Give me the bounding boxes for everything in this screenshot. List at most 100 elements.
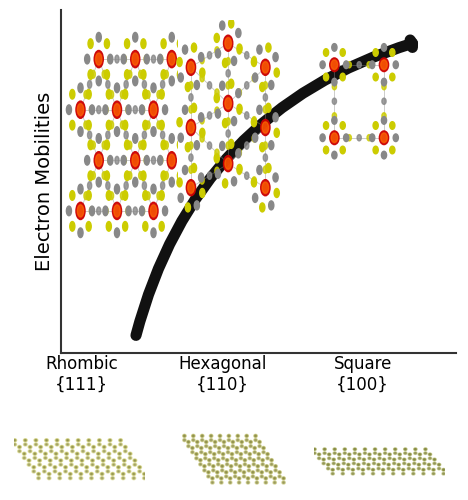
Circle shape — [257, 452, 260, 456]
Circle shape — [103, 206, 108, 216]
Circle shape — [205, 458, 206, 459]
Circle shape — [28, 460, 30, 461]
Circle shape — [226, 458, 229, 462]
Circle shape — [274, 478, 276, 479]
Circle shape — [394, 459, 395, 460]
Circle shape — [402, 458, 406, 460]
Circle shape — [96, 470, 98, 472]
Circle shape — [46, 440, 47, 441]
Circle shape — [354, 448, 356, 450]
Circle shape — [80, 459, 84, 462]
Circle shape — [33, 456, 37, 460]
Circle shape — [257, 457, 260, 460]
Circle shape — [363, 448, 366, 450]
Circle shape — [342, 469, 344, 470]
Circle shape — [323, 459, 324, 460]
Circle shape — [124, 80, 128, 88]
Circle shape — [151, 126, 156, 136]
Circle shape — [124, 446, 127, 448]
Circle shape — [78, 228, 83, 237]
Circle shape — [381, 78, 387, 86]
Circle shape — [408, 464, 410, 465]
Circle shape — [112, 463, 116, 466]
Circle shape — [201, 435, 203, 436]
Circle shape — [374, 452, 376, 454]
Circle shape — [65, 452, 68, 456]
Circle shape — [77, 205, 84, 217]
Circle shape — [397, 468, 400, 470]
Circle shape — [252, 476, 254, 477]
Circle shape — [221, 470, 223, 471]
Circle shape — [381, 60, 387, 70]
Circle shape — [200, 134, 204, 142]
Circle shape — [434, 463, 435, 464]
Circle shape — [50, 450, 53, 452]
Circle shape — [235, 450, 239, 454]
Circle shape — [81, 450, 85, 452]
Circle shape — [95, 154, 102, 166]
Circle shape — [139, 141, 143, 149]
Circle shape — [242, 470, 246, 474]
Circle shape — [228, 481, 232, 484]
Circle shape — [234, 470, 237, 474]
Circle shape — [413, 473, 414, 474]
Circle shape — [38, 478, 39, 479]
Circle shape — [246, 435, 248, 436]
Circle shape — [86, 470, 88, 472]
Circle shape — [96, 76, 101, 86]
Circle shape — [200, 464, 201, 465]
Circle shape — [381, 152, 387, 159]
Circle shape — [104, 207, 108, 215]
Circle shape — [332, 473, 333, 474]
Circle shape — [91, 172, 95, 179]
Circle shape — [215, 170, 220, 178]
Circle shape — [250, 446, 251, 447]
Circle shape — [252, 74, 256, 82]
Circle shape — [44, 456, 47, 460]
Circle shape — [398, 453, 402, 456]
Circle shape — [240, 444, 243, 448]
Circle shape — [323, 463, 324, 464]
Circle shape — [82, 450, 84, 452]
Circle shape — [228, 440, 230, 441]
Circle shape — [358, 453, 361, 456]
Circle shape — [133, 207, 137, 215]
Circle shape — [227, 460, 228, 461]
Circle shape — [106, 222, 111, 231]
Circle shape — [96, 134, 101, 143]
Circle shape — [117, 470, 120, 473]
Circle shape — [113, 460, 115, 461]
Circle shape — [177, 171, 183, 180]
Circle shape — [14, 444, 15, 445]
Circle shape — [72, 446, 73, 448]
Circle shape — [227, 452, 229, 453]
Circle shape — [134, 460, 136, 461]
Circle shape — [352, 462, 356, 464]
Circle shape — [245, 112, 249, 119]
Circle shape — [106, 190, 111, 200]
Circle shape — [253, 464, 255, 465]
Circle shape — [370, 134, 375, 141]
Circle shape — [251, 470, 255, 474]
Circle shape — [249, 458, 250, 459]
Circle shape — [61, 450, 63, 452]
Circle shape — [423, 469, 424, 470]
Circle shape — [253, 460, 255, 461]
Circle shape — [313, 452, 316, 454]
Circle shape — [39, 450, 43, 452]
Circle shape — [124, 140, 130, 149]
Circle shape — [108, 156, 113, 165]
Circle shape — [318, 454, 320, 455]
Ellipse shape — [261, 59, 270, 76]
Circle shape — [84, 192, 88, 200]
Circle shape — [393, 473, 394, 474]
Circle shape — [258, 458, 259, 459]
Circle shape — [113, 464, 115, 466]
Circle shape — [212, 452, 216, 456]
Circle shape — [424, 463, 425, 464]
Circle shape — [253, 73, 258, 82]
Circle shape — [207, 52, 212, 59]
Circle shape — [114, 205, 120, 217]
Circle shape — [364, 448, 366, 450]
Circle shape — [28, 446, 32, 448]
